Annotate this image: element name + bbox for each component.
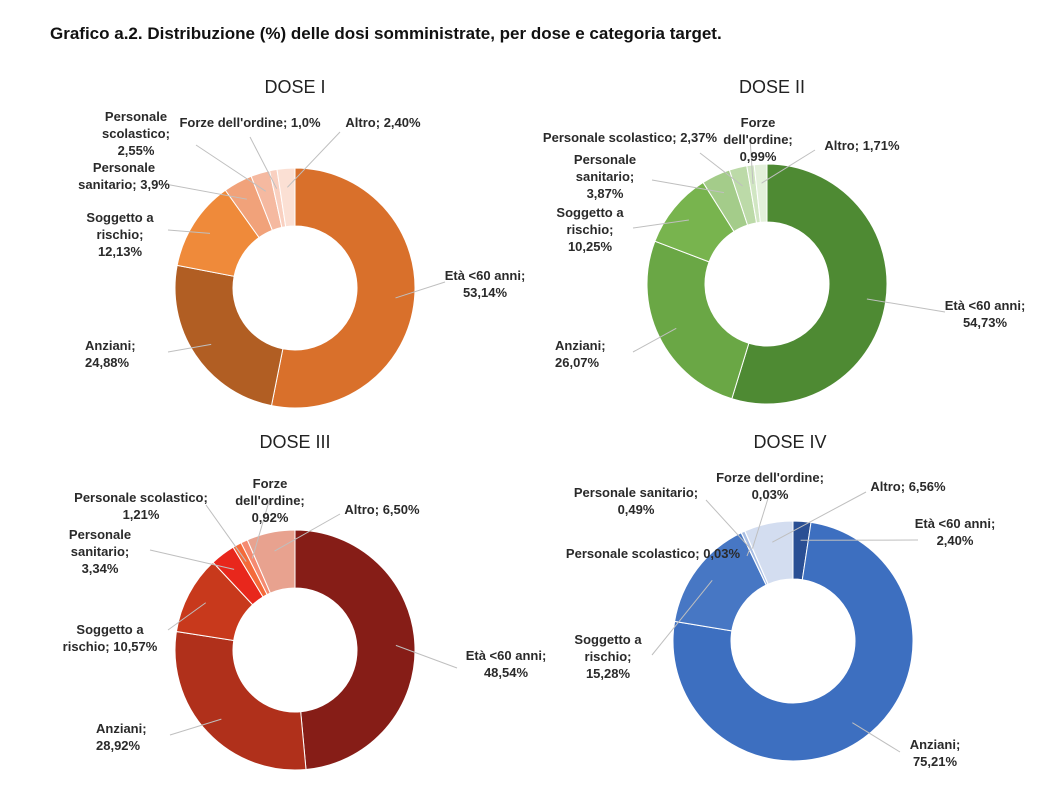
slice-eta-60-anni — [270, 167, 416, 409]
leader-line — [169, 718, 222, 736]
data-label-personale-scolastico: Personale scolastico; 2,37% — [543, 130, 718, 145]
data-label-anziani: Anziani; 28,92% — [96, 721, 147, 753]
data-label-personale-sanitario: Personale sanitario; 3,87% — [574, 152, 636, 201]
chart-title: DOSE IV — [753, 432, 826, 452]
leader-line — [167, 229, 211, 234]
data-label-anziani: Anziani; 75,21% — [910, 737, 961, 769]
data-label-eta-60-anni: Età <60 anni; 53,14% — [445, 268, 526, 300]
data-label-personale-scolastico: Personale scolastico; 1,21% — [74, 490, 208, 522]
data-label-personale-sanitario: Personale sanitario; 0,49% — [574, 485, 698, 517]
slice-eta-60-anni — [294, 529, 416, 771]
data-label-eta-60-anni: Età <60 anni; 54,73% — [945, 298, 1026, 330]
leader-line — [167, 343, 212, 353]
leader-line — [699, 152, 743, 187]
chart-title: DOSE II — [739, 77, 805, 97]
data-label-altro: Altro; 1,71% — [824, 138, 900, 153]
leader-line — [395, 644, 458, 669]
data-label-personale-scolastico: Personale scolastico; 2,55% — [102, 109, 170, 158]
leader-line — [632, 219, 689, 229]
data-label-forze-dell-ordine: Forze dell'ordine; 0,99% — [723, 115, 793, 164]
leader-line — [167, 602, 207, 631]
leader-line — [149, 549, 235, 570]
slice-altro — [744, 520, 794, 585]
leader-line — [746, 549, 750, 557]
chart-title: DOSE III — [259, 432, 330, 452]
chart-title: DOSE I — [264, 77, 325, 97]
leader-line — [651, 580, 713, 656]
slice-anziani — [174, 630, 307, 771]
leader-line — [164, 183, 247, 200]
leader-line — [274, 513, 341, 552]
data-label-soggetto-a-rischio: Soggetto a rischio; 10,57% — [63, 622, 158, 654]
data-label-anziani: Anziani; 26,07% — [555, 338, 606, 370]
chart-dose-iv: DOSE IV Età <60 anni; 2,40% Anziani; 75,21% S… — [566, 432, 995, 769]
leader-line — [632, 327, 677, 353]
chart-dose-i: DOSE I Età <60 anni; 53,14% Anziani; 24,88% S… — [78, 77, 526, 409]
slice-altro — [753, 163, 768, 223]
leader-line — [651, 179, 725, 194]
data-label-altro: Altro; 6,50% — [344, 502, 420, 517]
leader-line — [749, 137, 754, 185]
slice-altro — [276, 167, 296, 228]
leader-line — [251, 497, 271, 559]
slice-anziani — [174, 264, 284, 407]
data-label-eta-60-anni: Età <60 anni; 2,40% — [915, 516, 996, 548]
leader-line — [205, 504, 247, 562]
data-label-soggetto-a-rischio: Soggetto a rischio; 15,28% — [574, 632, 642, 681]
data-label-personale-scolastico: Personale scolastico; 0,03% — [566, 546, 741, 561]
data-label-altro: Altro; 2,40% — [345, 115, 421, 130]
data-label-anziani: Anziani; 24,88% — [85, 338, 136, 370]
leader-line — [772, 491, 867, 543]
data-label-personale-sanitario: Personale sanitario; 3,9% — [78, 160, 170, 192]
leader-line — [852, 722, 901, 753]
leader-line — [705, 499, 752, 550]
chart-dose-iii: DOSE III Età <60 anni; 48,54% Anziani; 28,92… — [63, 432, 547, 771]
chart-dose-ii: DOSE II Età <60 anni; 54,73% Anziani; 26,07%… — [543, 77, 1026, 405]
leader-line — [761, 149, 816, 184]
leader-line — [751, 491, 771, 549]
slice-anziani — [646, 240, 750, 400]
data-label-eta-60-anni: Età <60 anni; 48,54% — [466, 648, 547, 680]
leader-line — [395, 281, 446, 299]
data-label-personale-sanitario: Personale sanitario; 3,34% — [69, 527, 131, 576]
data-label-soggetto-a-rischio: Soggetto a rischio; 12,13% — [86, 210, 154, 259]
data-label-forze-dell-ordine: Forze dell'ordine; 0,03% — [716, 470, 824, 502]
data-label-forze-dell-ordine: Forze dell'ordine; 1,0% — [179, 115, 321, 130]
data-label-forze-dell-ordine: Forze dell'ordine; 0,92% — [235, 476, 305, 525]
leader-line — [287, 131, 341, 188]
data-label-altro: Altro; 6,56% — [870, 479, 946, 494]
leader-line — [249, 136, 278, 189]
slice-eta-60-anni — [731, 163, 888, 405]
leader-line — [866, 298, 946, 313]
slice-anziani — [672, 521, 914, 762]
leader-line — [195, 144, 267, 192]
data-label-soggetto-a-rischio: Soggetto a rischio; 10,25% — [556, 205, 624, 254]
figure-title: Grafico a.2. Distribuzione (%) delle dos… — [50, 24, 722, 43]
